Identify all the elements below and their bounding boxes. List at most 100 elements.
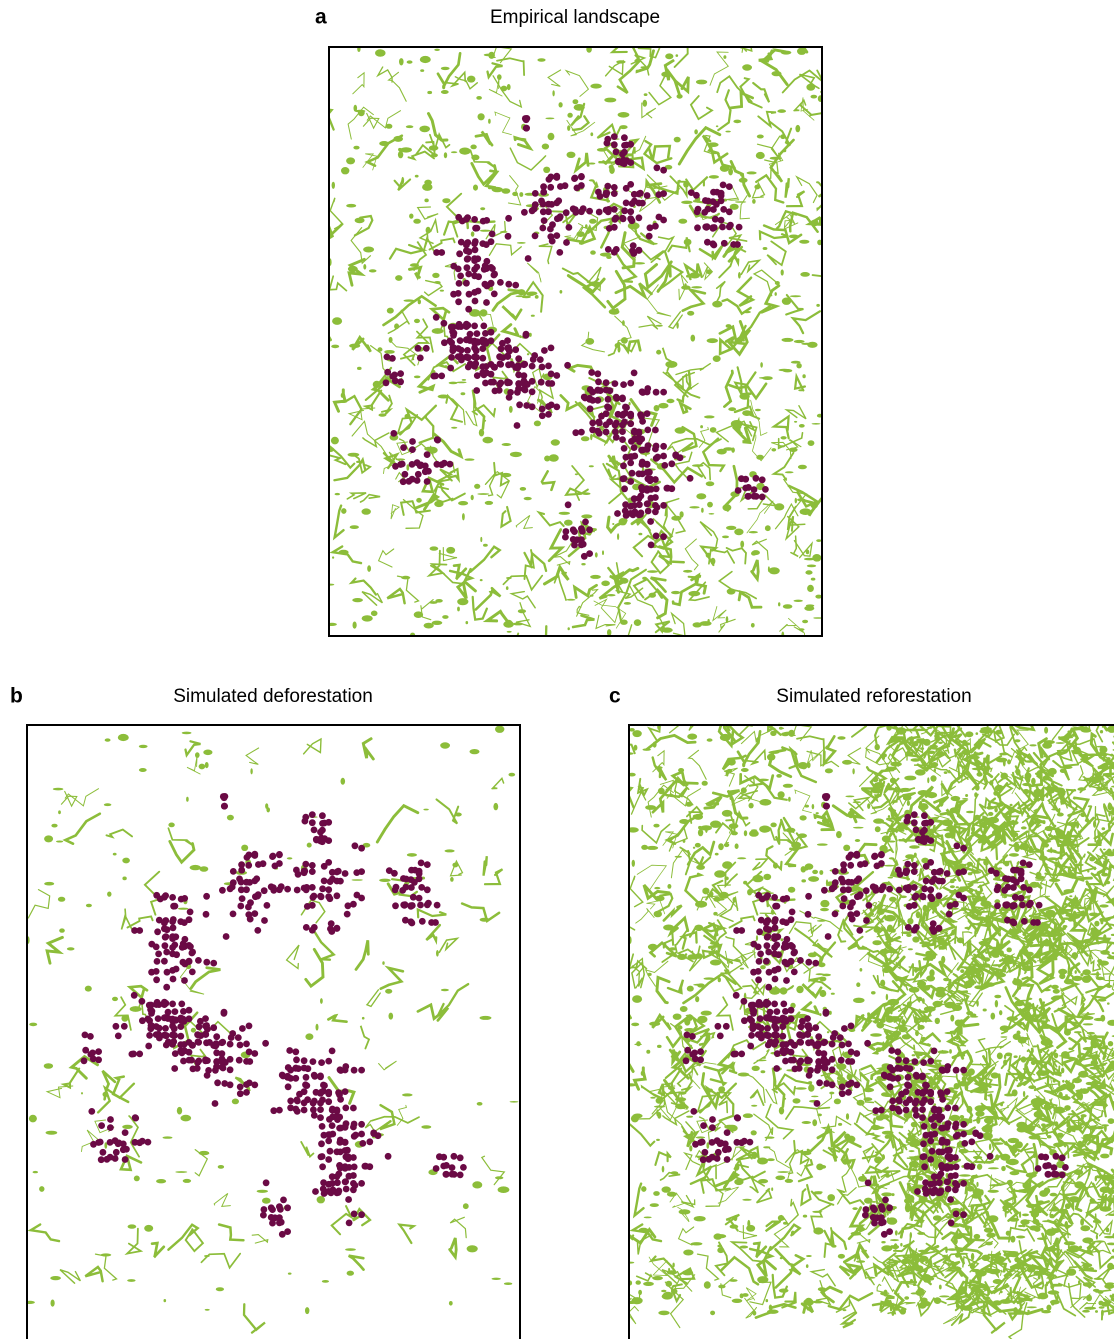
forest-strip xyxy=(303,306,331,340)
settlement-dot xyxy=(203,911,210,918)
forest-patch xyxy=(44,882,54,886)
forest-patch xyxy=(680,1006,688,1012)
forest-strip xyxy=(810,218,832,229)
forest-patch xyxy=(926,975,935,981)
forest-patch xyxy=(1063,889,1074,893)
forest-patch xyxy=(612,523,614,525)
forest-patch xyxy=(631,1023,639,1027)
forest-strip xyxy=(741,731,769,744)
forest-strip xyxy=(436,469,452,482)
settlement-dot xyxy=(457,337,464,344)
settlement-dot xyxy=(424,478,431,485)
forest-patch xyxy=(793,1098,801,1103)
forest-patch xyxy=(663,1292,673,1299)
forest-patch xyxy=(875,744,880,750)
forest-patch xyxy=(805,863,814,869)
settlement-dot xyxy=(636,214,643,221)
forest-patch xyxy=(912,1054,916,1056)
forest-patch xyxy=(186,797,189,802)
forest-patch xyxy=(130,1006,142,1012)
settlement-dot xyxy=(471,216,478,223)
forest-strip xyxy=(808,1127,831,1152)
settlement-dot xyxy=(317,1114,324,1121)
forest-strip xyxy=(246,748,259,764)
settlement-dot xyxy=(578,429,585,436)
settlement-dot xyxy=(522,387,529,394)
forest-patch xyxy=(385,989,392,994)
forest-patch xyxy=(761,1070,766,1073)
forest-patch xyxy=(694,129,698,134)
forest-strip xyxy=(760,232,788,240)
settlement-dot xyxy=(318,1089,325,1096)
forest-patch xyxy=(991,1013,996,1020)
forest-patch xyxy=(690,1131,693,1138)
settlement-dot xyxy=(399,461,406,468)
forest-strip xyxy=(484,856,487,876)
settlement-dot xyxy=(182,936,189,943)
forest-strip xyxy=(539,244,552,264)
forest-strip xyxy=(573,116,589,130)
settlement-dot xyxy=(136,927,143,934)
forest-patch xyxy=(749,531,758,533)
settlement-dot xyxy=(319,820,326,827)
settlement-dot xyxy=(718,217,725,224)
settlement-dot xyxy=(597,193,604,200)
forest-patch xyxy=(781,732,789,736)
forest-strip xyxy=(700,246,722,259)
forest-patch xyxy=(938,1050,949,1054)
forest-patch xyxy=(779,1107,784,1115)
forest-strip xyxy=(486,472,497,496)
settlement-dot xyxy=(262,1040,269,1047)
forest-patch xyxy=(782,338,794,342)
forest-patch xyxy=(885,1135,891,1139)
forest-strip xyxy=(663,1111,689,1125)
forest-strip xyxy=(595,599,619,622)
forest-patch xyxy=(984,1268,993,1273)
settlement-dot xyxy=(358,1121,365,1128)
forest-patch xyxy=(227,815,234,821)
forest-patch xyxy=(493,803,498,810)
settlement-dot xyxy=(471,289,478,296)
forest-patch xyxy=(442,198,450,203)
settlement-dot xyxy=(491,291,498,298)
settlement-dot xyxy=(334,892,341,899)
forest-patch xyxy=(444,152,447,158)
forest-patch xyxy=(798,833,807,838)
forest-patch xyxy=(341,167,349,174)
settlement-dot xyxy=(636,247,643,254)
forest-patch xyxy=(933,1266,941,1268)
forest-patch xyxy=(1107,1243,1114,1246)
forest-patch xyxy=(543,167,550,173)
forest-patch xyxy=(357,367,362,370)
settlement-dot xyxy=(181,977,188,984)
forest-strip xyxy=(738,713,753,735)
settlement-dot xyxy=(358,1211,365,1218)
settlement-dot xyxy=(276,852,283,859)
forest-patch xyxy=(874,927,881,933)
forest-patch xyxy=(636,1280,641,1284)
settlement-dot xyxy=(645,475,652,482)
forest-strip xyxy=(379,549,394,567)
forest-patch xyxy=(689,1145,692,1151)
settlement-dot xyxy=(611,249,618,256)
forest-patch xyxy=(581,563,585,565)
forest-patch xyxy=(702,781,708,786)
settlement-dot xyxy=(455,353,462,360)
forest-strip xyxy=(726,466,737,510)
settlement-dot xyxy=(654,454,661,461)
forest-patch xyxy=(796,363,801,368)
forest-patch xyxy=(442,615,448,619)
settlement-dot xyxy=(512,346,519,353)
settlement-dot xyxy=(81,1057,88,1064)
settlement-dot xyxy=(613,149,620,156)
forest-strip xyxy=(31,1225,59,1242)
settlement-dot xyxy=(653,443,660,450)
forest-patch xyxy=(1083,1134,1092,1138)
settlement-dot xyxy=(489,231,496,238)
settlement-dot xyxy=(637,190,644,197)
settlement-dot xyxy=(409,920,416,927)
forest-patch xyxy=(882,1154,885,1160)
settlement-dot xyxy=(529,363,536,370)
settlement-dot xyxy=(471,345,478,352)
forest-patch xyxy=(424,199,428,203)
